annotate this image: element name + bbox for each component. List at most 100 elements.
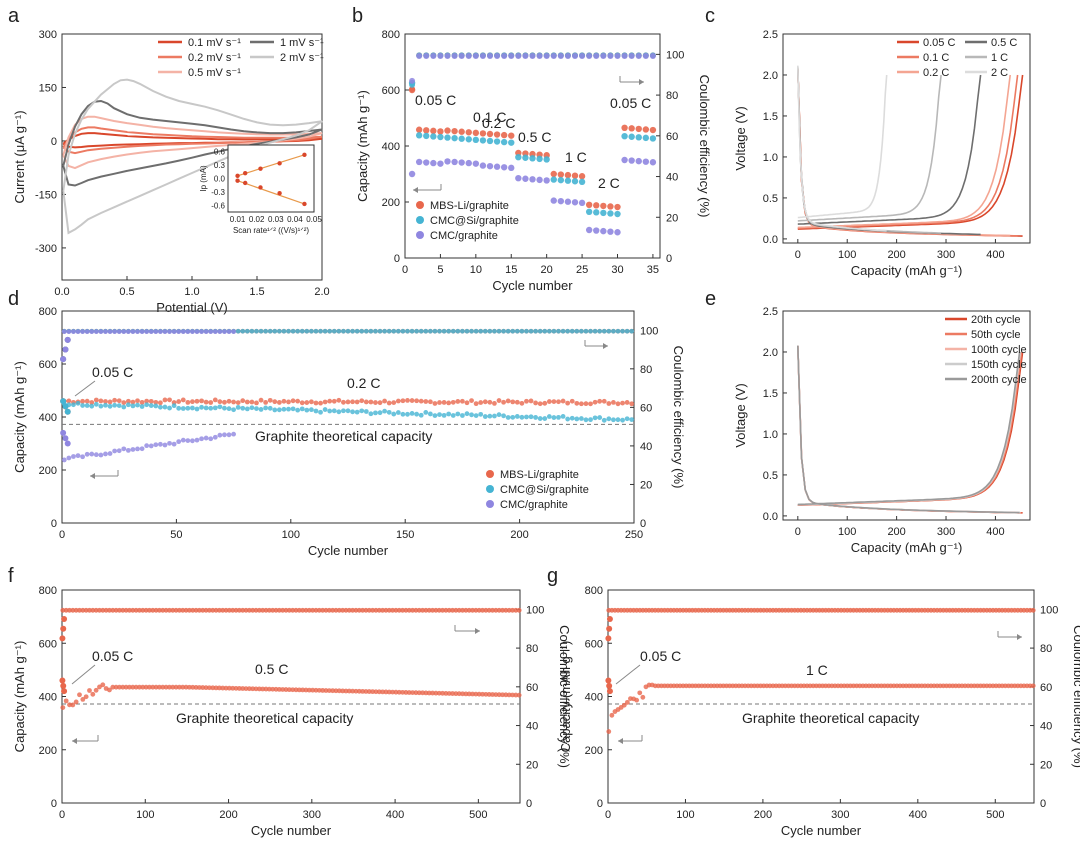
g-y2-tick-label: 0 [1040, 798, 1046, 810]
capacity-point [235, 404, 241, 410]
ce-point [569, 328, 575, 334]
capacity-point [620, 400, 625, 406]
capacity-point [560, 398, 566, 404]
capacity-point [176, 399, 182, 404]
e-x-tick-label: 0 [795, 526, 801, 538]
capacity-point [286, 687, 292, 693]
d-x-tick-label: 150 [396, 529, 414, 541]
capacity-point [409, 410, 415, 416]
capacity-point [482, 414, 488, 419]
ce-point [446, 328, 452, 334]
capacity-point [557, 176, 565, 184]
ce-point [67, 607, 72, 613]
capacity-point [529, 176, 536, 183]
arrow-right-head [475, 628, 480, 634]
inset-x-tick-label: 0.01 [230, 215, 246, 224]
ce-point [391, 328, 397, 334]
inset-point [243, 180, 248, 186]
ce-point [98, 329, 104, 335]
legend-label-d: CMC/graphite [500, 499, 568, 511]
capacity-point [98, 403, 104, 409]
b-y2-tick-label: 20 [666, 212, 678, 224]
panel-letter-b: b [352, 5, 363, 27]
capacity-point [537, 401, 543, 407]
c-y-tick-label: 0.5 [763, 193, 778, 205]
capacity-point [199, 398, 204, 404]
capacity-point [139, 399, 145, 405]
capacity-point [386, 400, 392, 406]
ce-point [73, 607, 79, 613]
g-y-tick-label: 200 [585, 745, 603, 757]
capacity-point [410, 690, 415, 695]
ce-point [486, 607, 492, 613]
capacity-point [121, 446, 127, 452]
b-y2-tick-label: 40 [666, 172, 678, 184]
capacity-point [465, 136, 472, 143]
capacity-point [190, 405, 195, 411]
panel-c-voltage-profile-chart: 0 100 200 300 400 0.0 0.5 1.0 1.5 2.0 2.5 Capacity … [733, 29, 1031, 278]
ce-point [386, 607, 392, 613]
capacity-point [440, 690, 445, 696]
capacity-point [185, 399, 191, 405]
capacity-point [327, 408, 333, 414]
capacity-point [150, 684, 156, 690]
capacity-point [483, 691, 489, 697]
ce-point [203, 607, 209, 613]
capacity-point [212, 434, 218, 440]
capacity-point [83, 694, 89, 700]
ce-point [522, 52, 529, 59]
capacity-point [318, 400, 323, 406]
capacity-point [479, 130, 487, 137]
a-y-tick-label: 300 [39, 29, 57, 41]
capacity-point [426, 690, 432, 696]
capacity-point [89, 403, 95, 409]
g-y2-tick-label: 100 [1040, 604, 1058, 616]
f-y-tick-label: 0 [51, 798, 57, 810]
capacity-point [139, 404, 145, 409]
capacity-point [87, 688, 92, 693]
capacity-point [75, 400, 81, 406]
capacity-point [500, 131, 508, 139]
capacity-point [63, 698, 69, 704]
ce-point [133, 607, 139, 613]
capacity-point [578, 199, 586, 207]
capacity-point [458, 128, 465, 135]
capacity-point [340, 688, 346, 694]
ce-point [376, 607, 382, 613]
capacity-point [386, 689, 392, 695]
g-x-axis-label: Cycle number [781, 823, 862, 838]
f-y-tick-label: 600 [39, 638, 57, 650]
ce-point [153, 329, 159, 335]
capacity-point [153, 399, 159, 405]
ce-point [144, 329, 150, 335]
capacity-point [366, 689, 372, 694]
legend-label-d: MBS-Li/graphite [500, 469, 579, 481]
capacity-point [296, 687, 302, 693]
ce-point [607, 52, 614, 59]
g-y-axis-label: Capacity (mAh g⁻¹) [558, 641, 573, 753]
ce-point [320, 607, 326, 613]
capacity-point [395, 410, 401, 415]
capacity-point [295, 407, 301, 413]
d-y-tick-label: 400 [39, 412, 57, 424]
capacity-point [510, 414, 516, 420]
ce-point [187, 607, 192, 613]
ce-point [143, 607, 149, 613]
c-x-tick-label: 400 [986, 249, 1004, 261]
capacity-point [326, 688, 332, 693]
capacity-point [546, 399, 552, 404]
capacity-point [73, 699, 79, 705]
capacity-point [222, 399, 227, 405]
capacity-point [148, 398, 154, 404]
legend-label-b: CMC/graphite [430, 230, 498, 242]
legend-label-b: MBS-Li/graphite [430, 200, 509, 212]
capacity-point [162, 442, 168, 448]
capacity-point [190, 438, 195, 444]
legend-swatch-d [486, 470, 494, 478]
inset-point [302, 201, 307, 207]
capacity-point [148, 403, 154, 408]
ce-point [290, 607, 296, 613]
capacity-point [606, 682, 613, 689]
ce-point [246, 607, 252, 613]
ce-point [244, 328, 250, 334]
